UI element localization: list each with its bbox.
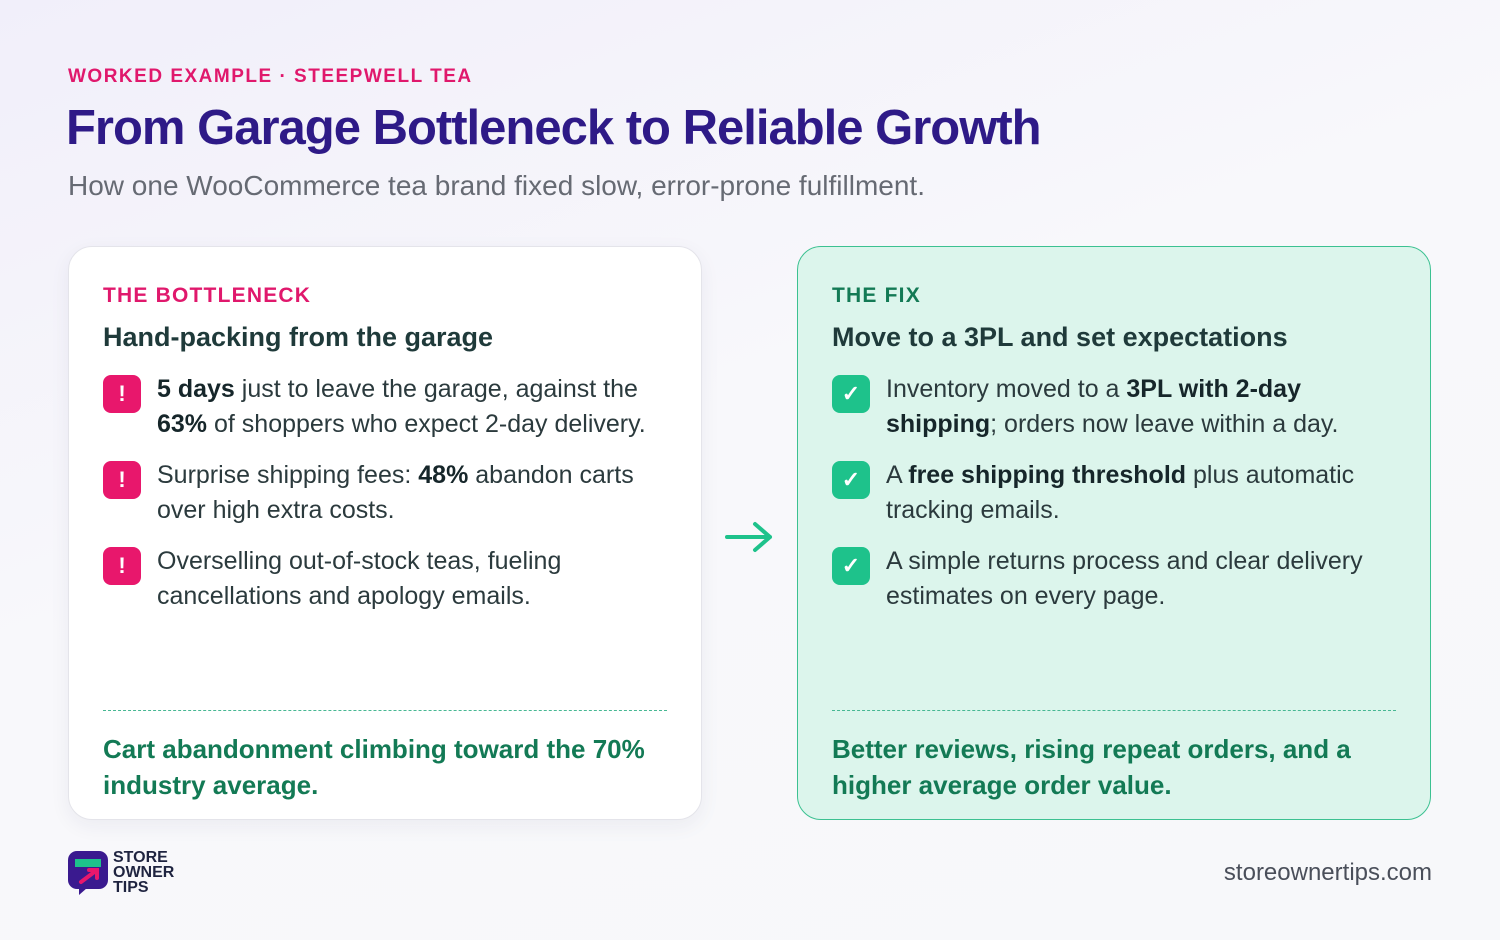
subtitle: How one WooCommerce tea brand fixed slow…	[68, 170, 925, 201]
list-item: ✓ Inventory moved to a 3PL with 2-day shi…	[832, 375, 1396, 441]
card-label: THE FIX	[832, 284, 921, 307]
emphasis: free shipping threshold	[908, 461, 1187, 489]
list-item: ✓ A free shipping threshold plus automati…	[832, 461, 1396, 527]
text-run: Inventory moved to a	[886, 375, 1127, 403]
text-run: abandon carts over high extra costs.	[157, 461, 634, 524]
arrow	[725, 522, 772, 552]
title: From Garage Bottleneck to Reliable Growt…	[66, 101, 1042, 155]
item-list: ✓ Inventory moved to a 3PL with 2-day shi…	[832, 375, 1396, 671]
text-run: plus automatic tracking emails.	[886, 461, 1355, 524]
list-item: ! 5 days just to leave the garage, agains…	[103, 375, 667, 441]
card-footer: Cart abandonment climbing toward the 70%…	[103, 734, 645, 800]
eyebrow: WORKED EXAMPLE · STEEPWELL TEA	[68, 66, 473, 87]
site-url: storeownertips.com	[1223, 859, 1432, 886]
text-run: Surprise shipping fees:	[157, 461, 419, 489]
text-run: of shoppers who expect 2-day delivery.	[207, 409, 646, 438]
logo-line: TIPS	[113, 879, 149, 896]
item-icon: !	[103, 375, 141, 413]
text-run: A simple returns process and clear deliv…	[886, 547, 1363, 610]
logo-text: STORE OWNER TIPS	[113, 849, 175, 896]
item-text: Overselling out-of-stock teas, fueling c…	[157, 544, 667, 613]
logo-line: OWNER	[113, 864, 175, 881]
item-text: A simple returns process and clear deliv…	[886, 544, 1396, 613]
item-list: ! 5 days just to leave the garage, agains…	[103, 375, 667, 671]
card-footer: Better reviews, rising repeat orders, an…	[832, 734, 1351, 800]
item-icon: !	[103, 461, 141, 499]
text-run: ; orders now leave within a day.	[990, 409, 1339, 438]
item-icon: !	[103, 547, 141, 585]
list-item: ! Overselling out-of-stock teas, fueling …	[103, 547, 667, 613]
divider	[103, 710, 667, 711]
text-run: just to leave the garage, against the	[234, 375, 638, 403]
text-run: A	[886, 461, 909, 489]
item-text: Surprise shipping fees: 48% abandon cart…	[157, 458, 667, 527]
emphasis: 63%	[157, 409, 208, 438]
text-run: Overselling out-of-stock teas, fueling c…	[157, 547, 562, 610]
fix-card: THE FIX Move to a 3PL and set expectation…	[797, 246, 1431, 820]
logo-line: STORE	[113, 849, 168, 866]
card-label: THE BOTTLENECK	[103, 284, 312, 307]
emphasis: 5 days	[157, 375, 235, 403]
item-icon: ✓	[832, 375, 870, 413]
list-item: ! Surprise shipping fees: 48% abandon car…	[103, 461, 667, 527]
logo-icon	[68, 851, 108, 895]
item-text: A free shipping threshold plus automatic…	[886, 458, 1396, 527]
item-text: 5 days just to leave the garage, against…	[157, 372, 667, 441]
item-text: Inventory moved to a 3PL with 2-day ship…	[886, 372, 1396, 441]
bottleneck-card: THE BOTTLENECK Hand-packing from the gara…	[68, 246, 702, 820]
emphasis: 48%	[418, 461, 469, 489]
list-item: ✓ A simple returns process and clear deli…	[832, 547, 1396, 613]
divider	[832, 710, 1396, 711]
emphasis: 3PL with 2-day shipping	[886, 375, 1301, 438]
item-icon: ✓	[832, 461, 870, 499]
card-heading: Hand-packing from the garage	[103, 322, 494, 352]
card-heading: Move to a 3PL and set expectations	[832, 322, 1288, 352]
item-icon: ✓	[832, 547, 870, 585]
